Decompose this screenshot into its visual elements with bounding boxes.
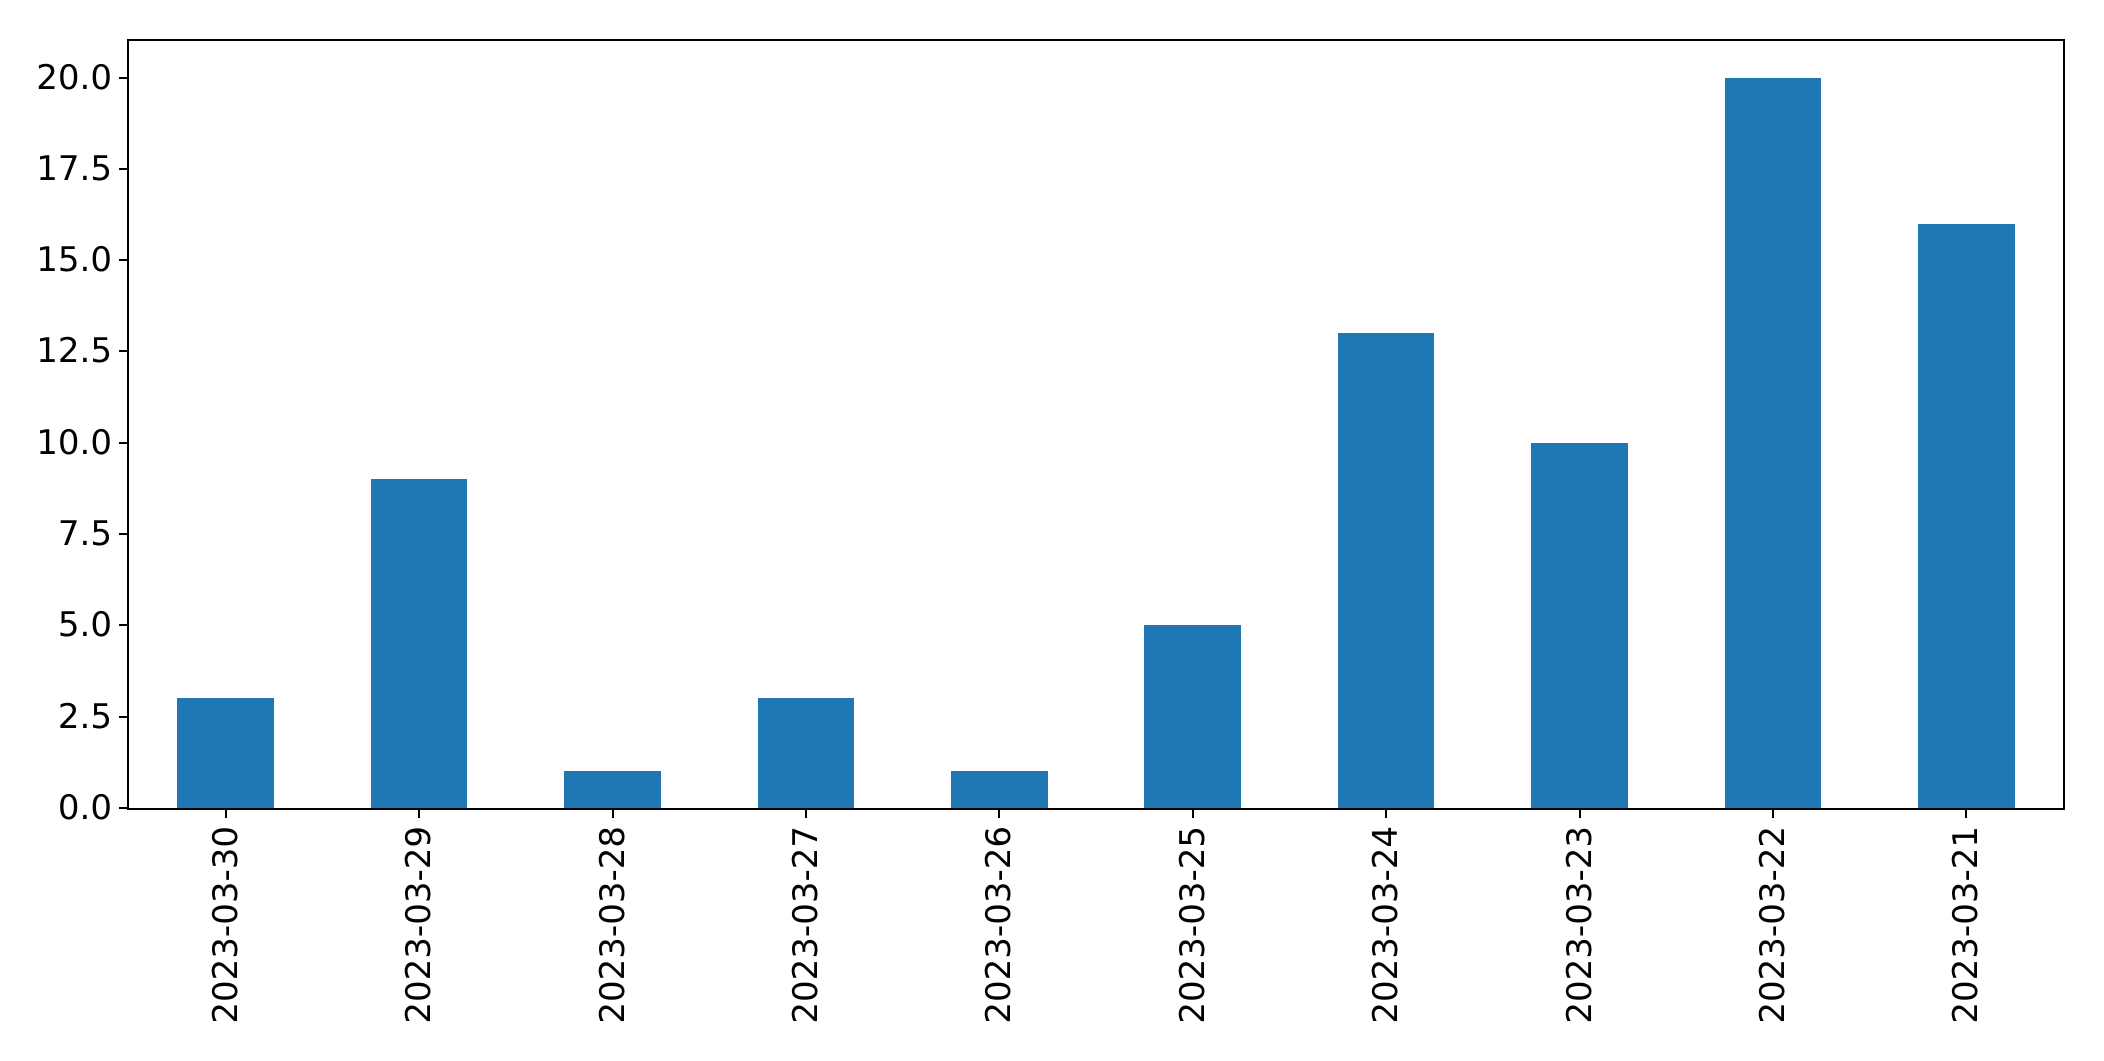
bar-2023-03-29 — [370, 479, 468, 808]
bar-2023-03-25 — [1144, 625, 1242, 808]
x-tick-mark — [998, 810, 1001, 818]
x-tick-label-wrap: 2023-03-23 — [1550, 826, 1610, 1024]
y-tick-label: 0.0 — [57, 788, 112, 828]
x-tick-mark — [1385, 810, 1388, 818]
bar-2023-03-24 — [1337, 333, 1435, 808]
y-tick-mark — [119, 624, 127, 627]
x-tick-label-wrap: 2023-03-30 — [196, 826, 256, 1024]
y-tick-label: 15.0 — [36, 240, 112, 281]
bar-2023-03-23 — [1531, 442, 1628, 808]
y-tick-mark — [119, 441, 127, 444]
x-tick-mark — [1191, 810, 1194, 818]
x-tick-label: 2023-03-25 — [1172, 826, 1213, 1024]
bar-2023-03-28 — [564, 771, 661, 808]
x-tick-label: 2023-03-30 — [205, 826, 246, 1024]
bar-2023-03-22 — [1724, 77, 1822, 808]
y-tick-label: 12.5 — [36, 331, 112, 372]
y-tick-mark — [119, 807, 127, 809]
y-tick-label: 10.0 — [36, 422, 112, 463]
x-tick-label: 2023-03-28 — [592, 826, 633, 1024]
y-tick-label: 2.5 — [57, 696, 112, 737]
x-tick-label: 2023-03-26 — [979, 826, 1020, 1024]
y-tick-label: 5.0 — [57, 605, 112, 646]
x-tick-label: 2023-03-23 — [1559, 826, 1600, 1024]
y-tick-mark — [119, 533, 127, 536]
x-tick-label: 2023-03-24 — [1366, 826, 1407, 1024]
x-tick-mark — [1965, 810, 1968, 818]
x-tick-label: 2023-03-22 — [1752, 826, 1793, 1024]
x-tick-label-wrap: 2023-03-25 — [1163, 826, 1223, 1024]
x-tick-mark — [611, 810, 614, 818]
y-tick-mark — [119, 715, 127, 718]
y-tick-label: 17.5 — [36, 148, 112, 189]
y-tick-label: 20.0 — [36, 57, 112, 98]
x-tick-mark — [1771, 810, 1774, 818]
y-tick-label: 7.5 — [57, 514, 112, 555]
x-tick-label: 2023-03-29 — [399, 826, 440, 1024]
y-tick-mark — [119, 259, 127, 262]
x-tick-mark — [418, 810, 421, 818]
y-tick-mark — [119, 350, 127, 353]
bar-2023-03-21 — [1917, 223, 2015, 808]
x-tick-label-wrap: 2023-03-27 — [776, 826, 836, 1024]
x-tick-label-wrap: 2023-03-24 — [1356, 826, 1416, 1024]
bar-2023-03-30 — [177, 698, 275, 808]
x-tick-mark — [224, 810, 227, 818]
x-tick-label-wrap: 2023-03-28 — [583, 826, 643, 1024]
x-tick-label-wrap: 2023-03-29 — [389, 826, 449, 1024]
bar-2023-03-27 — [757, 698, 855, 808]
bar-2023-03-26 — [950, 771, 1048, 808]
x-tick-label-wrap: 2023-03-26 — [969, 826, 1029, 1024]
x-tick-mark — [1578, 810, 1581, 818]
x-tick-label: 2023-03-21 — [1946, 826, 1987, 1024]
x-tick-mark — [804, 810, 807, 818]
y-tick-mark — [119, 76, 127, 79]
x-tick-label-wrap: 2023-03-21 — [1936, 826, 1996, 1024]
x-tick-label: 2023-03-27 — [785, 826, 826, 1024]
y-tick-mark — [119, 167, 127, 170]
x-tick-label-wrap: 2023-03-22 — [1743, 826, 1803, 1024]
plot-area — [127, 39, 2065, 810]
